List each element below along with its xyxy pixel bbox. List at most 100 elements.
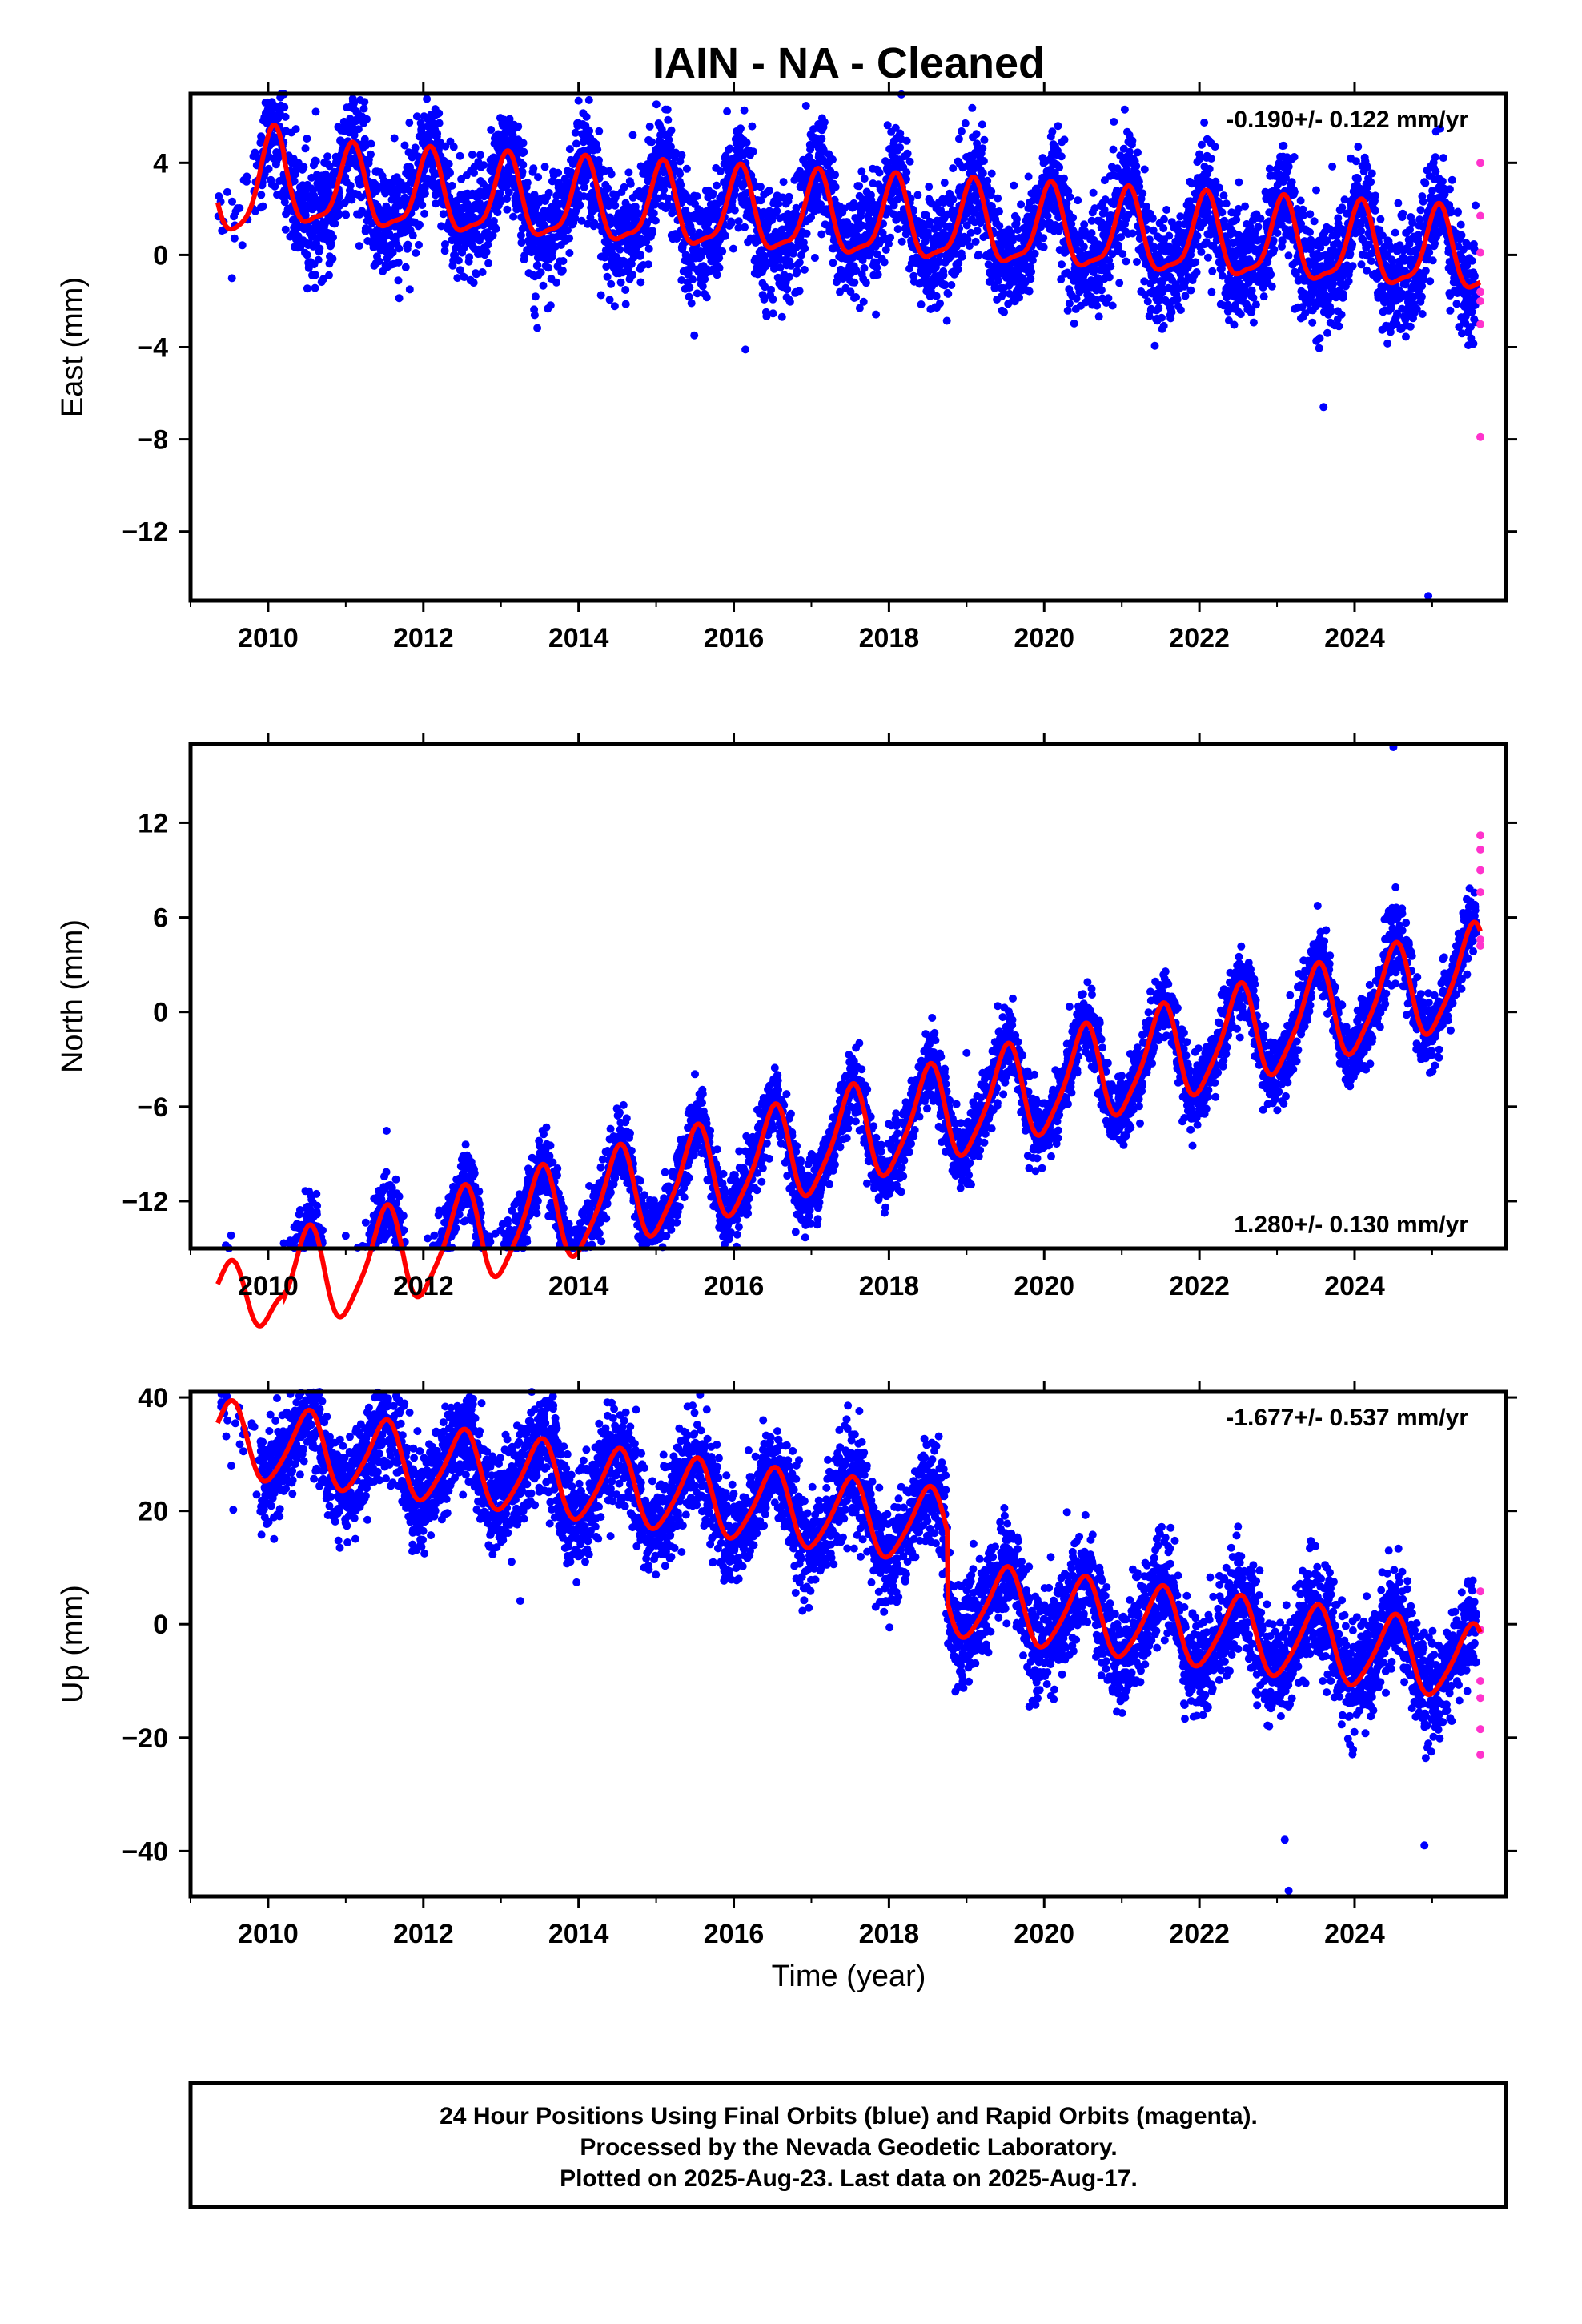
final-orbit-points	[214, 90, 1481, 601]
data-point	[1159, 321, 1168, 330]
data-point	[1173, 295, 1182, 304]
data-point	[785, 192, 793, 201]
data-point	[875, 168, 884, 177]
data-point	[648, 227, 656, 235]
data-point	[944, 289, 953, 298]
data-point	[603, 272, 612, 281]
data-point	[1048, 127, 1057, 136]
data-point	[554, 168, 563, 177]
data-point	[1109, 145, 1118, 154]
data-point	[367, 150, 375, 159]
data-point	[405, 119, 414, 127]
data-point	[1104, 294, 1113, 303]
data-point	[1241, 202, 1250, 211]
data-point	[257, 191, 266, 199]
data-point	[1008, 236, 1017, 245]
data-point	[1235, 178, 1243, 187]
data-point	[1249, 293, 1258, 302]
data-point	[1000, 308, 1009, 316]
data-point	[968, 103, 977, 112]
data-point	[777, 312, 786, 321]
data-point	[896, 143, 905, 151]
data-point	[415, 240, 423, 249]
data-point	[795, 258, 804, 267]
data-point	[552, 278, 560, 287]
data-point	[1069, 213, 1078, 222]
data-point	[829, 259, 837, 267]
data-point	[883, 121, 892, 130]
data-point	[423, 94, 432, 103]
data-point	[626, 179, 635, 188]
data-point	[435, 109, 444, 118]
data-point	[1108, 301, 1117, 310]
data-point	[664, 115, 673, 124]
data-point	[800, 265, 809, 274]
data-point	[1015, 293, 1023, 302]
data-point	[649, 209, 658, 218]
data-point	[331, 219, 339, 228]
data-point	[1133, 258, 1141, 266]
data-point	[785, 297, 794, 306]
data-point	[1219, 191, 1228, 200]
data-point	[493, 208, 502, 217]
data-point	[363, 115, 371, 123]
data-point	[936, 299, 944, 308]
data-point	[979, 157, 988, 165]
data-point	[607, 170, 616, 179]
data-point	[1043, 211, 1052, 220]
data-point	[227, 274, 236, 283]
data-point	[1270, 245, 1279, 254]
panels: 2010 2012 2014 2016 2018 2020 2022 202440−4−8−1…	[56, 82, 1517, 1949]
data-point	[1306, 210, 1315, 219]
data-point	[595, 127, 604, 135]
data-point	[311, 283, 319, 292]
data-point	[715, 263, 724, 272]
data-point	[1211, 143, 1219, 151]
data-point	[902, 136, 911, 145]
data-point	[689, 275, 697, 283]
data-point	[412, 112, 421, 121]
data-point	[523, 179, 532, 187]
data-point	[742, 139, 751, 147]
data-point	[329, 176, 338, 185]
data-point	[1148, 214, 1157, 223]
data-point	[1118, 250, 1127, 259]
data-point	[1115, 279, 1124, 287]
data-point	[367, 139, 375, 148]
data-point	[420, 209, 429, 218]
data-point	[917, 300, 926, 308]
data-point	[718, 247, 727, 255]
data-point	[301, 144, 310, 153]
data-point	[243, 172, 251, 181]
data-point	[404, 240, 412, 249]
data-point	[802, 229, 811, 238]
data-point	[624, 168, 633, 177]
data-point	[1208, 267, 1217, 275]
data-point	[400, 141, 409, 150]
data-point	[1308, 318, 1317, 327]
data-point	[1054, 122, 1062, 131]
data-point	[801, 102, 810, 110]
data-point	[1039, 234, 1048, 243]
data-point	[264, 164, 273, 173]
data-point	[420, 189, 429, 198]
data-point	[1138, 189, 1147, 198]
data-point	[1025, 287, 1034, 296]
data-point	[394, 276, 403, 285]
data-point	[954, 135, 963, 143]
data-point	[388, 248, 397, 257]
data-point	[1162, 206, 1171, 214]
data-point	[1200, 119, 1209, 127]
data-point	[263, 119, 271, 127]
data-point	[737, 124, 745, 133]
data-point	[303, 251, 311, 259]
data-point	[994, 276, 1002, 285]
data-point	[565, 234, 574, 243]
data-point	[1284, 163, 1293, 171]
data-point	[1249, 318, 1258, 327]
data-point	[582, 112, 591, 121]
data-point	[1306, 228, 1314, 236]
data-point	[947, 281, 956, 289]
data-point	[831, 171, 840, 179]
data-point	[607, 279, 616, 288]
